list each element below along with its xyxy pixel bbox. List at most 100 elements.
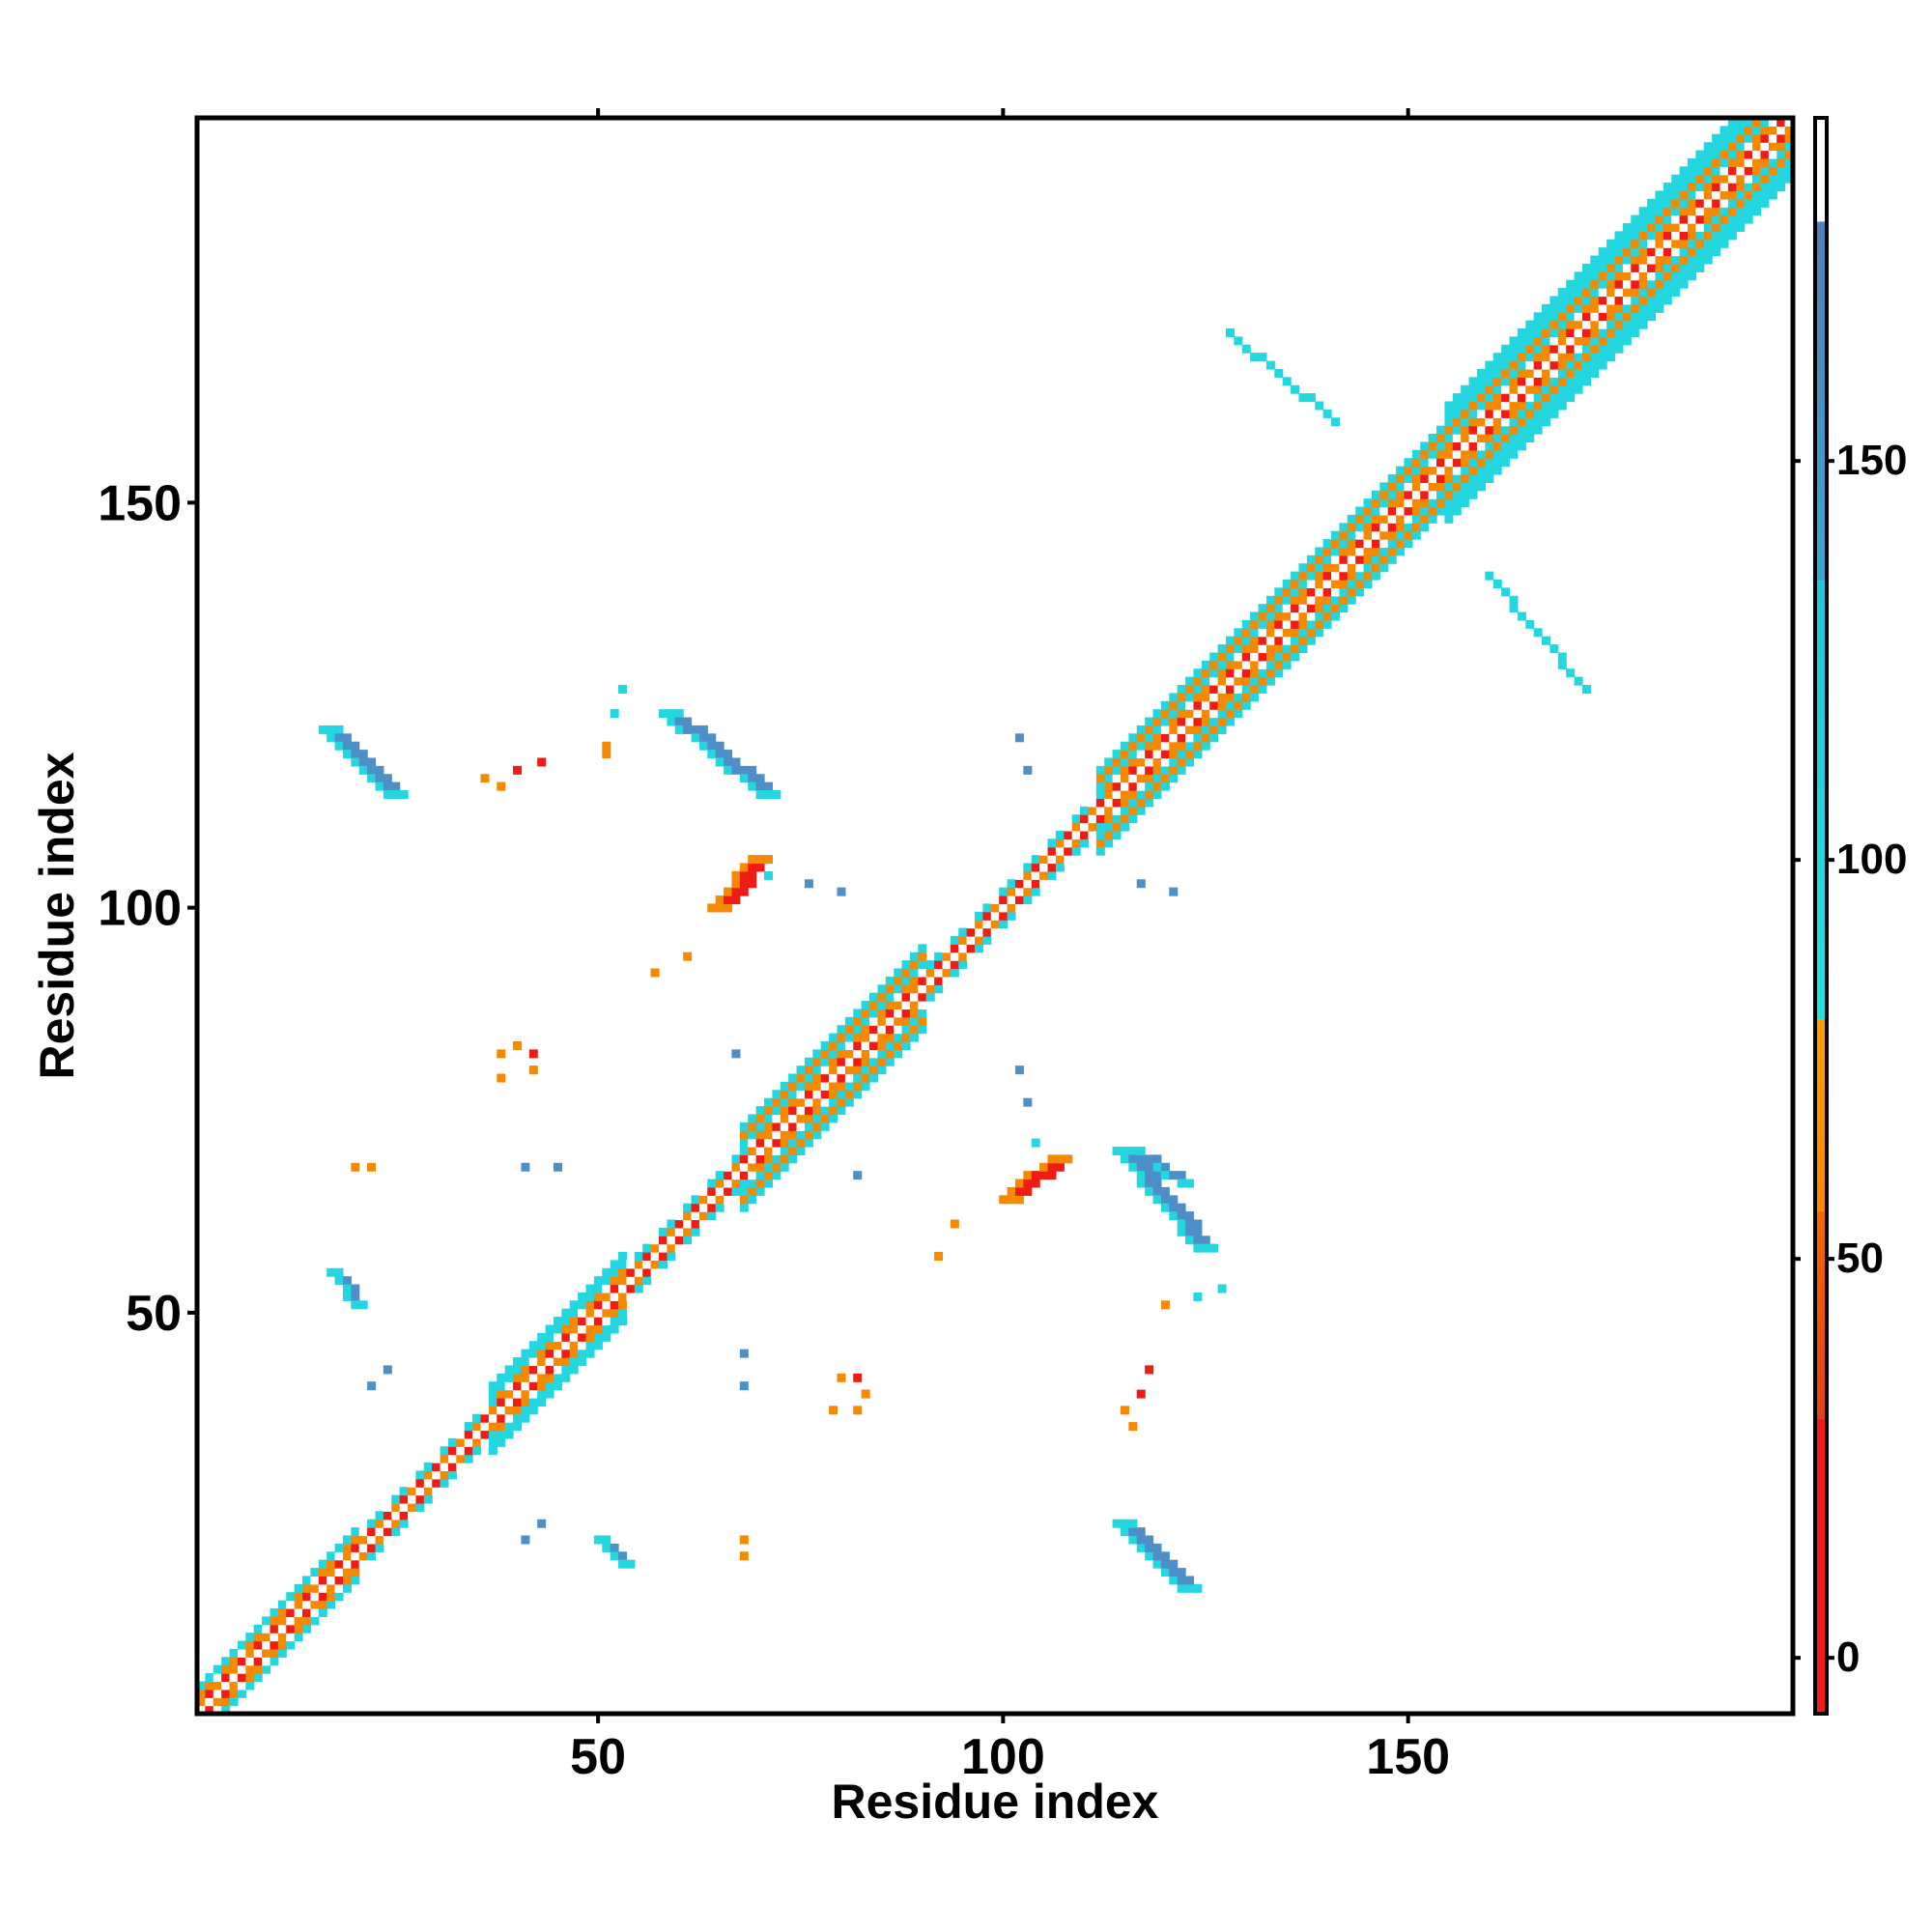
heatmap-cell [1265, 604, 1275, 613]
heatmap-cell [1428, 466, 1437, 475]
heatmap-cell [1444, 417, 1454, 427]
heatmap-cell [528, 1065, 538, 1075]
heatmap-cell [342, 1276, 352, 1286]
heatmap-cell [1355, 530, 1365, 540]
heatmap-cell [578, 1324, 587, 1334]
heatmap-cell [918, 1016, 927, 1026]
colorbar-band [1815, 1019, 1827, 1211]
heatmap-cell [1662, 214, 1672, 224]
heatmap-cell [1234, 652, 1243, 662]
heatmap-cell [739, 1381, 749, 1391]
heatmap-cell [318, 1592, 327, 1602]
heatmap-cell [683, 1203, 693, 1212]
heatmap-cell [1265, 636, 1275, 645]
heatmap-cell [1201, 709, 1210, 719]
heatmap-cell [731, 1162, 741, 1172]
heatmap-cell [262, 1633, 271, 1642]
heatmap-cell [1695, 207, 1705, 216]
heatmap-cell [934, 1252, 944, 1261]
heatmap-cell [1703, 198, 1713, 208]
colorbar-frame [1813, 116, 1829, 1716]
heatmap-cell [764, 781, 773, 791]
heatmap-cell [942, 960, 952, 970]
heatmap-cell [1760, 150, 1770, 159]
heatmap-cell [1509, 425, 1519, 435]
heatmap-cell [1201, 741, 1210, 751]
heatmap-cell [1452, 506, 1462, 516]
heatmap-cell [302, 1616, 312, 1626]
heatmap-cell [829, 1090, 838, 1099]
heatmap-cell [1250, 668, 1260, 678]
heatmap-cell [1719, 183, 1729, 192]
heatmap-cell [569, 1349, 579, 1358]
heatmap-cell [1411, 490, 1421, 499]
heatmap-cell [1152, 1171, 1162, 1180]
heatmap-cell [1177, 765, 1186, 775]
heatmap-cell [1695, 190, 1705, 200]
heatmap-cell [423, 1470, 433, 1480]
heatmap-cell [1501, 401, 1511, 411]
heatmap-cell [440, 1470, 449, 1480]
heatmap-cell [1169, 1211, 1179, 1221]
heatmap-cell [1703, 223, 1713, 233]
heatmap-cell [1655, 231, 1664, 241]
heatmap-cell [1152, 1543, 1162, 1552]
heatmap-cell [1331, 579, 1340, 588]
heatmap-cell [1485, 393, 1494, 403]
heatmap-cell [1291, 636, 1300, 645]
heatmap-cell [602, 1267, 611, 1277]
heatmap-cell [861, 1049, 870, 1059]
heatmap-cell [975, 911, 984, 921]
heatmap-cell [1468, 417, 1478, 427]
heatmap-cell [1468, 377, 1478, 386]
heatmap-cell [1217, 1284, 1227, 1293]
heatmap-cell [310, 1592, 320, 1602]
heatmap-cell [1719, 142, 1729, 152]
heatmap-cell [602, 1292, 611, 1301]
heatmap-cell [1566, 328, 1576, 338]
heatmap-cell [521, 1162, 530, 1172]
heatmap-cell [658, 1260, 668, 1269]
heatmap-cell [1160, 1203, 1170, 1212]
heatmap-cell [796, 1073, 806, 1083]
heatmap-cell [618, 1252, 628, 1261]
heatmap-cell [1128, 1519, 1138, 1528]
heatmap-cell [553, 1365, 562, 1375]
heatmap-cell [1128, 1146, 1138, 1155]
heatmap-cell [1322, 619, 1332, 629]
heatmap-cell [375, 765, 384, 775]
heatmap-cell [1064, 855, 1073, 865]
heatmap-cell [1411, 458, 1421, 468]
heatmap-cell [1638, 255, 1648, 265]
heatmap-cell [1614, 328, 1624, 338]
heatmap-cell [755, 1179, 765, 1188]
heatmap-cell [1444, 449, 1454, 459]
heatmap-cell [885, 976, 895, 985]
heatmap-cell [472, 1430, 482, 1439]
heatmap-cell [221, 1673, 231, 1683]
heatmap-cell [748, 1186, 757, 1196]
heatmap-cell [593, 1324, 603, 1334]
heatmap-cell [1574, 312, 1583, 322]
heatmap-cell [820, 1122, 830, 1131]
heatmap-cell [1679, 214, 1689, 224]
heatmap-cell [1517, 393, 1526, 403]
heatmap-cell [1404, 523, 1413, 532]
heatmap-cell [1128, 790, 1138, 800]
heatmap-cell [497, 1381, 506, 1391]
heatmap-cell [764, 790, 773, 800]
heatmap-cell [982, 920, 992, 929]
heatmap-cell [1209, 709, 1219, 719]
heatmap-cell [1492, 579, 1502, 588]
heatmap-cell [1687, 198, 1696, 208]
heatmap-cell [1322, 554, 1332, 564]
heatmap-cell [561, 1357, 571, 1367]
heatmap-cell [1736, 223, 1746, 233]
heatmap-cell [1241, 685, 1251, 694]
heatmap-cell [1776, 174, 1786, 184]
heatmap-cell [253, 1673, 263, 1683]
heatmap-cell [213, 1681, 222, 1690]
heatmap-cell [237, 1689, 246, 1698]
heatmap-cell [1542, 393, 1551, 403]
heatmap-cell [480, 1437, 490, 1447]
